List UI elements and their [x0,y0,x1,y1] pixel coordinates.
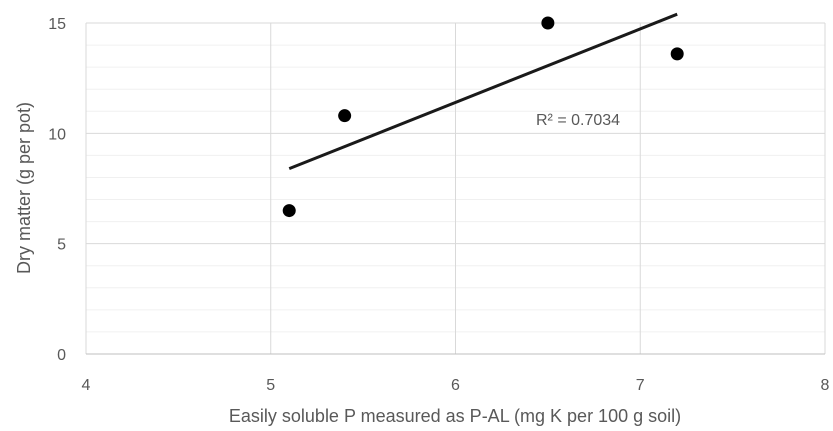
y-tick-label: 5 [57,237,66,254]
y-tick-label: 15 [48,16,66,33]
x-tick-label: 5 [266,377,275,394]
y-tick-labels: 0 5 10 15 [48,16,66,364]
r-squared-annotation: R² = 0.7034 [536,112,620,129]
data-point [282,204,296,218]
trendline [288,12,678,171]
data-points [282,16,684,218]
y-tick-label: 0 [57,347,66,364]
y-axis-title: Dry matter (g per pot) [14,102,34,274]
x-axis-title: Easily soluble P measured as P-AL (mg K … [229,406,681,426]
grid-layer [85,22,826,354]
x-tick-labels: 4 5 6 7 8 [82,377,830,394]
data-point [541,16,555,30]
y-tick-label: 10 [48,126,66,143]
x-tick-label: 7 [636,377,645,394]
x-tick-label: 8 [821,377,830,394]
data-point [338,109,352,123]
x-tick-label: 4 [82,377,91,394]
x-tick-label: 6 [451,377,460,394]
data-point [670,47,684,61]
